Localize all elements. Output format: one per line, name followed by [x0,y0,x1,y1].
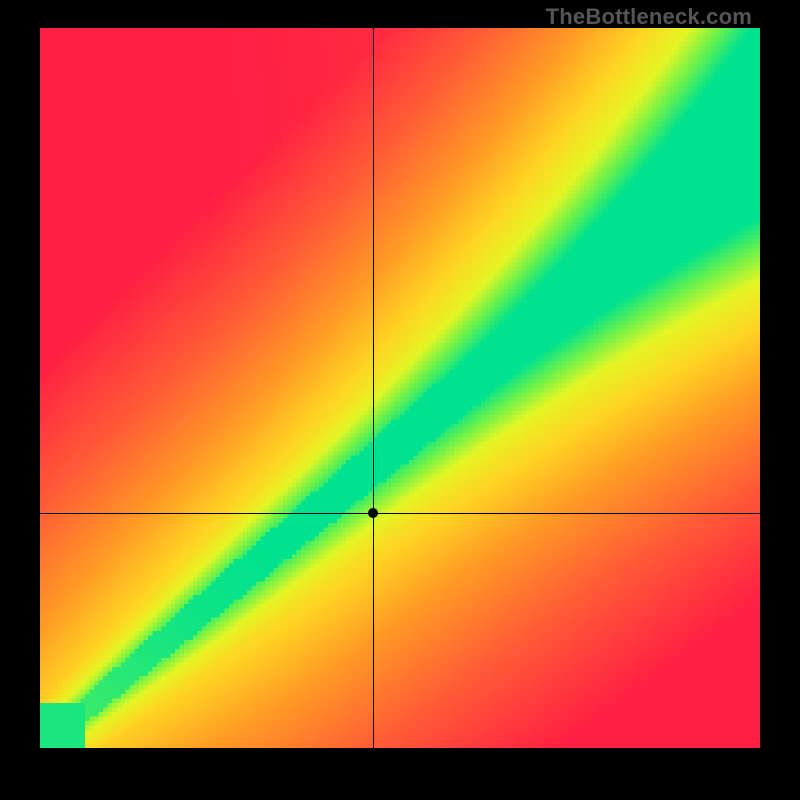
crosshair-horizontal [40,513,760,514]
heatmap-plot-area [40,28,760,748]
heatmap-canvas [40,28,760,748]
crosshair-vertical [373,28,374,748]
crosshair-marker [368,508,378,518]
watermark-text: TheBottleneck.com [546,4,752,30]
